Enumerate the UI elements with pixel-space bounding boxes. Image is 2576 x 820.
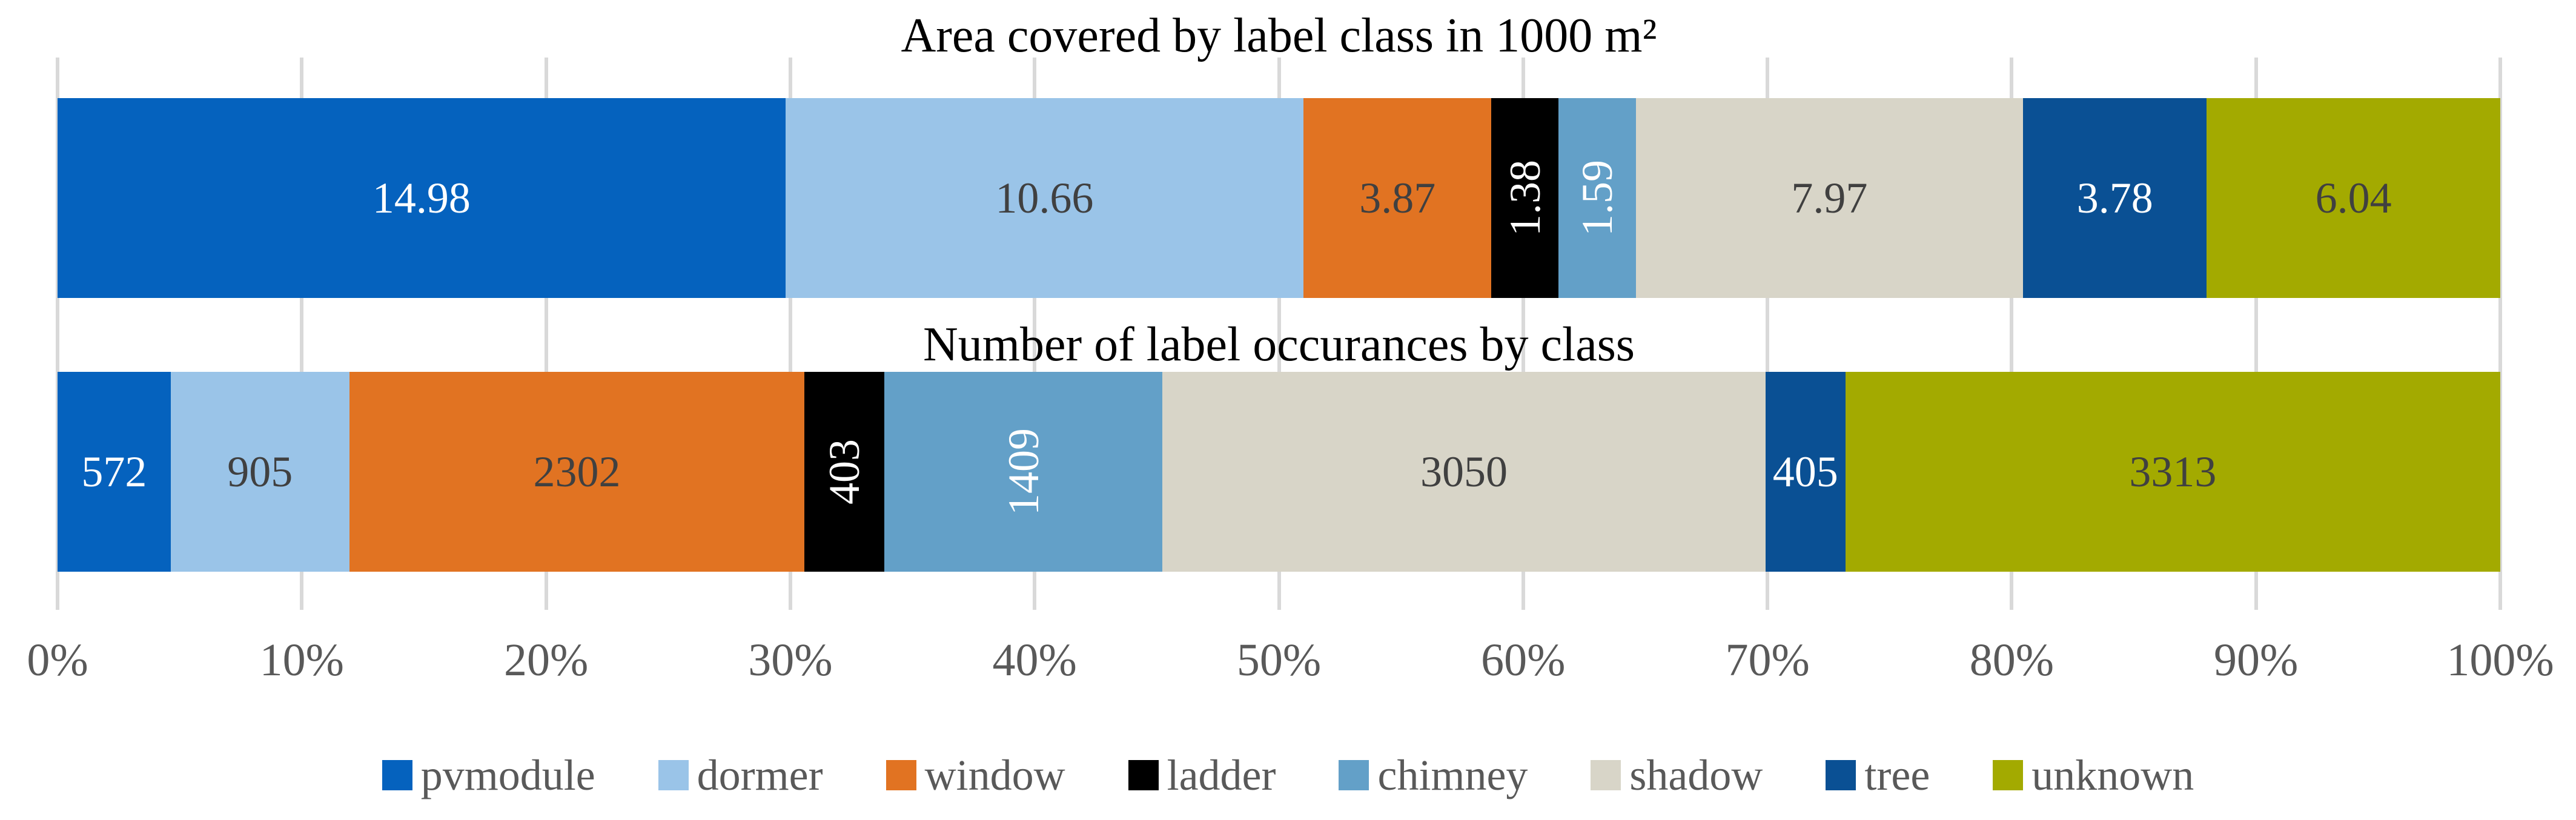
chart-title-occurances: Number of label occurances by class xyxy=(922,318,1635,371)
bar-segment-pvmodule: 14.98 xyxy=(58,98,786,298)
gridline-50% xyxy=(1277,58,1281,610)
bar-segment-chimney: 1409 xyxy=(884,372,1163,572)
bar-segment-pvmodule: 572 xyxy=(58,372,171,572)
bar-segment-tree: 3.78 xyxy=(2023,98,2207,298)
legend-item-shadow: shadow xyxy=(1591,753,1763,797)
legend-item-chimney: chimney xyxy=(1339,753,1528,797)
bar-segment-label: 3.78 xyxy=(2076,174,2153,222)
legend-item-unknown: unknown xyxy=(1993,753,2194,797)
legend-label: shadow xyxy=(1629,751,1763,799)
legend-label: unknown xyxy=(2031,751,2194,799)
gridline-20% xyxy=(544,58,548,610)
bar-segment-chimney: 1.59 xyxy=(1558,98,1636,298)
axis-tick-label: 40% xyxy=(992,635,1077,686)
axis-tick-label: 70% xyxy=(1725,635,1810,686)
gridline-70% xyxy=(1766,58,1770,610)
gridline-60% xyxy=(1521,58,1525,610)
axis-tick-label: 90% xyxy=(2214,635,2299,686)
bar-segment-dormer: 10.66 xyxy=(785,98,1303,298)
legend-label: dormer xyxy=(697,751,823,799)
legend-item-window: window xyxy=(886,753,1065,797)
gridline-90% xyxy=(2254,58,2258,610)
legend-label: pvmodule xyxy=(420,751,595,799)
bar-segment-ladder: 1.38 xyxy=(1491,98,1559,298)
gridline-30% xyxy=(788,58,792,610)
legend-item-ladder: ladder xyxy=(1128,753,1276,797)
bar-segment-label: 6.04 xyxy=(2315,174,2392,222)
bar-segment-label: 2302 xyxy=(533,448,621,496)
axis-tick-label: 0% xyxy=(27,635,88,686)
bar-segment-unknown: 3313 xyxy=(1845,372,2500,572)
bar-segment-label: 3313 xyxy=(2129,448,2217,496)
axis-tick-label: 20% xyxy=(503,635,589,686)
legend-swatch-ladder xyxy=(1128,760,1159,790)
bar-segment-shadow: 3050 xyxy=(1162,372,1766,572)
gridline-80% xyxy=(2010,58,2014,610)
axis-tick-label: 60% xyxy=(1481,635,1566,686)
legend-swatch-window xyxy=(886,760,916,790)
bar-segment-label: 7.97 xyxy=(1791,174,1868,222)
bar-segment-label: 3.87 xyxy=(1359,174,1436,222)
gridline-40% xyxy=(1033,58,1037,610)
bar-segment-label: 1409 xyxy=(999,428,1048,515)
legend-item-pvmodule: pvmodule xyxy=(382,753,595,797)
legend-swatch-pvmodule xyxy=(382,760,412,790)
bar-segment-window: 2302 xyxy=(349,372,805,572)
gridline-100% xyxy=(2498,58,2502,610)
legend-label: window xyxy=(924,751,1065,799)
legend-label: tree xyxy=(1864,751,1930,799)
legend-item-dormer: dormer xyxy=(658,753,823,797)
stacked-bar-occurances: 572 905 2302 403 1409 3050 405 3313 xyxy=(58,372,2500,572)
bar-segment-label: 14.98 xyxy=(372,174,471,222)
legend-swatch-chimney xyxy=(1339,760,1369,790)
bar-segment-label: 1.59 xyxy=(1572,160,1621,236)
legend-swatch-unknown xyxy=(1993,760,2024,790)
bar-segment-label: 10.66 xyxy=(995,174,1094,222)
bar-segment-label: 3050 xyxy=(1420,448,1508,496)
bar-segment-tree: 405 xyxy=(1765,372,1846,572)
stacked-bar-area: 14.98 10.66 3.87 1.38 1.59 7.97 3.78 6.04 xyxy=(58,98,2500,298)
bar-segment-dormer: 905 xyxy=(170,372,349,572)
legend-item-tree: tree xyxy=(1826,753,1930,797)
gridline-0% xyxy=(56,58,59,610)
axis-tick-label: 30% xyxy=(748,635,833,686)
bar-segment-label: 1.38 xyxy=(1500,160,1549,236)
legend-label: ladder xyxy=(1167,751,1276,799)
bar-segment-label: 403 xyxy=(819,439,869,504)
bar-segment-unknown: 6.04 xyxy=(2207,98,2500,298)
legend: pvmodule dormer window ladder chimney shadow t… xyxy=(0,753,2576,797)
axis-tick-label: 10% xyxy=(259,635,344,686)
bar-segment-shadow: 7.97 xyxy=(1635,98,2024,298)
bar-segment-label: 572 xyxy=(81,448,147,496)
axis-tick-label: 80% xyxy=(1969,635,2055,686)
x-axis: 0% 10% 20% 30% 40% 50% 60% 70% 80% 90% 100% xyxy=(27,635,2554,698)
bar-segment-window: 3.87 xyxy=(1303,98,1492,298)
legend-swatch-tree xyxy=(1826,760,1856,790)
gridline-10% xyxy=(300,58,304,610)
bar-segment-label: 405 xyxy=(1772,448,1838,496)
legend-label: chimney xyxy=(1377,751,1528,799)
axis-tick-label: 100% xyxy=(2446,635,2554,686)
axis-tick-label: 50% xyxy=(1236,635,1322,686)
bar-segment-label: 905 xyxy=(227,448,293,496)
bar-segment-ladder: 403 xyxy=(804,372,884,572)
legend-swatch-shadow xyxy=(1591,760,1621,790)
plot-area xyxy=(56,58,2502,610)
chart-title-area: Area covered by label class in 1000 m² xyxy=(901,9,1657,62)
legend-swatch-dormer xyxy=(658,760,689,790)
